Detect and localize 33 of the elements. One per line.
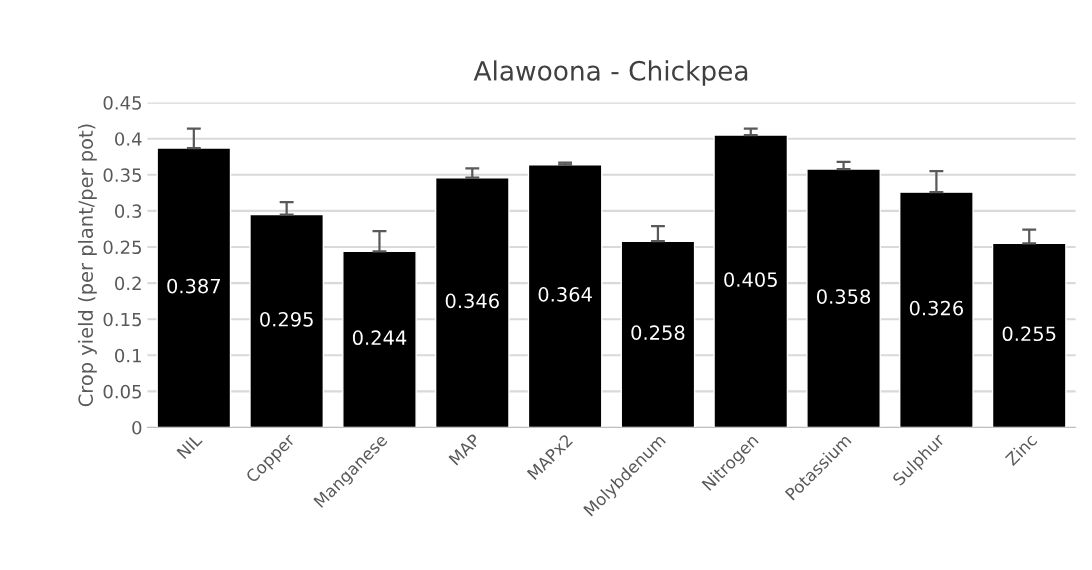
data-label: 0.244 xyxy=(352,330,407,346)
bar xyxy=(342,250,417,428)
data-label: 0.346 xyxy=(445,293,499,309)
y-tick-label: 0.35 xyxy=(103,168,141,182)
data-label: 0.405 xyxy=(724,272,777,287)
y-tick-label: 0.15 xyxy=(103,312,141,327)
data-label: 0.258 xyxy=(631,325,685,340)
bar xyxy=(434,176,510,428)
data-label: 0.358 xyxy=(817,289,871,304)
y-tick-label: 0.4 xyxy=(115,132,142,146)
bar xyxy=(991,242,1067,428)
chart-title: Alawoona - Chickpea xyxy=(473,60,748,86)
bar xyxy=(806,168,881,428)
data-label: 0.255 xyxy=(1002,326,1056,342)
data-label: 0.364 xyxy=(538,287,592,302)
bar xyxy=(249,213,325,428)
data-label: 0.387 xyxy=(167,278,220,294)
y-tick-label: 0.2 xyxy=(115,276,141,291)
y-tick-label: 0.05 xyxy=(103,384,141,399)
bar xyxy=(899,191,974,428)
x-tick-label: NIL xyxy=(176,432,203,460)
y-tick-label: 0.45 xyxy=(103,96,141,110)
bar xyxy=(620,240,696,428)
bar xyxy=(527,163,603,428)
y-tick-label: 0.25 xyxy=(103,240,141,255)
bar xyxy=(156,147,232,428)
y-tick-label: 0 xyxy=(132,420,142,435)
data-label: 0.326 xyxy=(909,300,963,316)
y-tick-label: 0.3 xyxy=(115,204,142,219)
data-label: 0.295 xyxy=(260,311,313,327)
y-axis-title: Crop yield (per plant/per pot) xyxy=(77,124,97,407)
bar xyxy=(713,134,789,428)
y-tick-label: 0.1 xyxy=(115,348,141,363)
